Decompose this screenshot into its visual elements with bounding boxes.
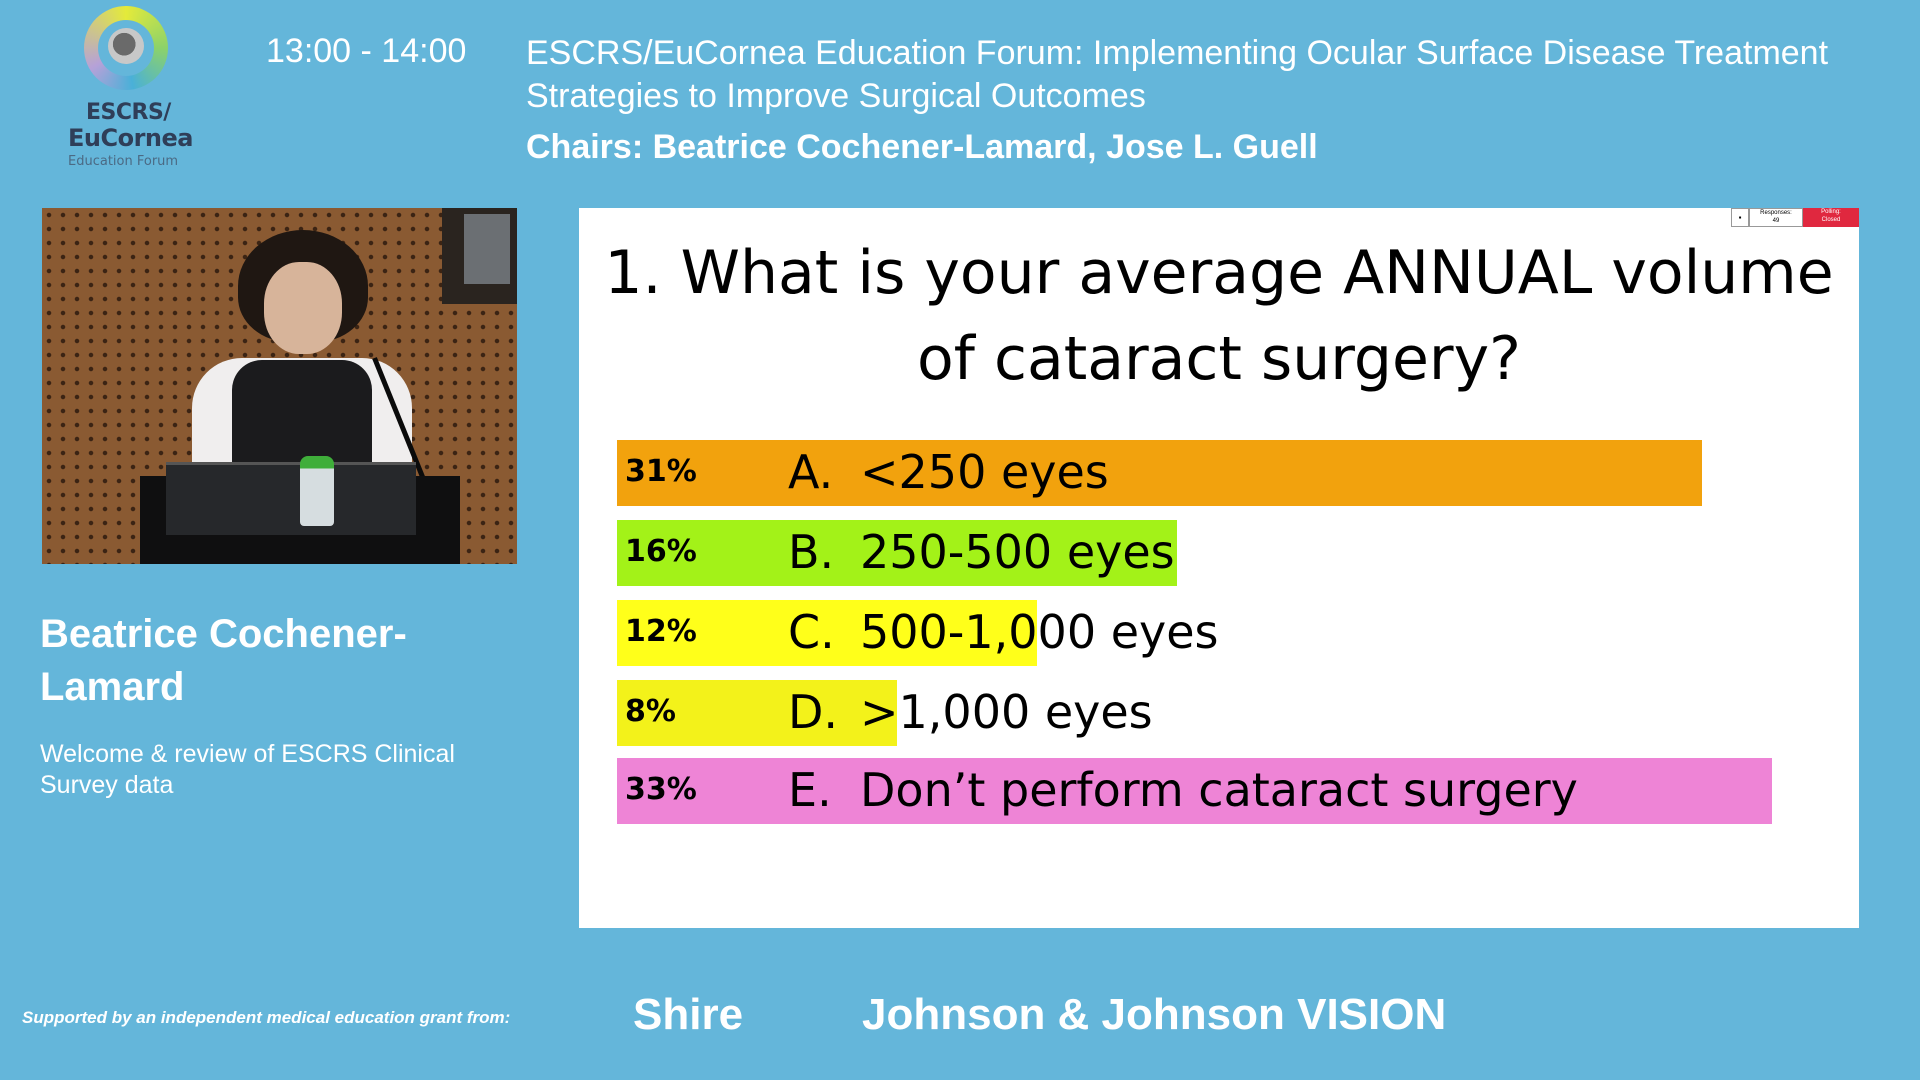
poll-percent: 33% <box>625 772 697 807</box>
poll-option-text: 500-1,000 eyes <box>860 605 1219 659</box>
lectern-monitor <box>166 462 416 535</box>
poll-bar <box>617 520 1177 586</box>
poll-option-letter: D. <box>788 685 839 739</box>
logo-text-line2: EuCornea <box>68 124 193 152</box>
speaker-face <box>264 262 342 354</box>
escrs-logo: ESCRS/ EuCornea Education Forum <box>58 4 198 174</box>
poll-option-text: 250-500 eyes <box>860 525 1175 579</box>
session-time: 13:00 - 14:00 <box>266 32 467 70</box>
poll-percent: 31% <box>625 454 697 489</box>
sponsor-shire-logo: Shire <box>633 990 744 1039</box>
poll-bar <box>617 440 1702 506</box>
poll-responses: Responses: 49 <box>1749 208 1803 227</box>
poll-question: 1. What is your average ANNUAL volume of… <box>604 238 1834 394</box>
poll-status-value: Closed <box>1821 217 1841 223</box>
poll-responses-count: 49 <box>1772 218 1780 224</box>
poll-option-text: Don’t perform cataract surgery <box>860 763 1578 817</box>
poll-bar <box>617 758 1772 824</box>
wall-panel <box>442 208 517 304</box>
eye-logo-icon <box>84 6 168 90</box>
logo-text-line3: Education Forum <box>68 154 179 169</box>
water-bottle <box>300 456 334 526</box>
poll-percent: 12% <box>625 614 697 649</box>
poll-status: Polling: Closed <box>1803 208 1859 227</box>
poll-status-bar: ▪ Responses: 49 Polling: Closed <box>1731 208 1859 227</box>
session-chairs: Chairs: Beatrice Cochener-Lamard, Jose L… <box>526 128 1318 166</box>
poll-percent: 16% <box>625 534 697 569</box>
sponsor-jnj-vision-logo: Johnson & Johnson VISION <box>862 990 1447 1039</box>
session-title: ESCRS/EuCornea Education Forum: Implemen… <box>526 34 1829 115</box>
logo-text-line1: ESCRS/ <box>86 100 171 125</box>
poll-menu-icon[interactable]: ▪ <box>1731 208 1749 227</box>
speaker-name: Beatrice Cochener-Lamard <box>40 612 407 709</box>
poll-option-letter: E. <box>788 763 832 817</box>
poll-option-letter: B. <box>788 525 835 579</box>
poll-bar <box>617 600 1037 666</box>
poll-option-text: >1,000 eyes <box>860 685 1153 739</box>
presentation-slide: ▪ Responses: 49 Polling: Closed 1. What … <box>579 208 1859 928</box>
poll-bar <box>617 680 897 746</box>
speaker-video[interactable] <box>42 208 517 564</box>
poll-responses-label: Responses: <box>1760 210 1792 216</box>
poll-percent: 8% <box>625 694 676 729</box>
poll-status-label: Polling: <box>1821 209 1841 215</box>
poll-option-letter: C. <box>788 605 835 659</box>
talk-title: Welcome & review of ESCRS Clinical Surve… <box>40 740 455 799</box>
grant-support-text: Supported by an independent medical educ… <box>22 1008 511 1027</box>
poll-option-text: <250 eyes <box>860 445 1109 499</box>
poll-option-letter: A. <box>788 445 834 499</box>
